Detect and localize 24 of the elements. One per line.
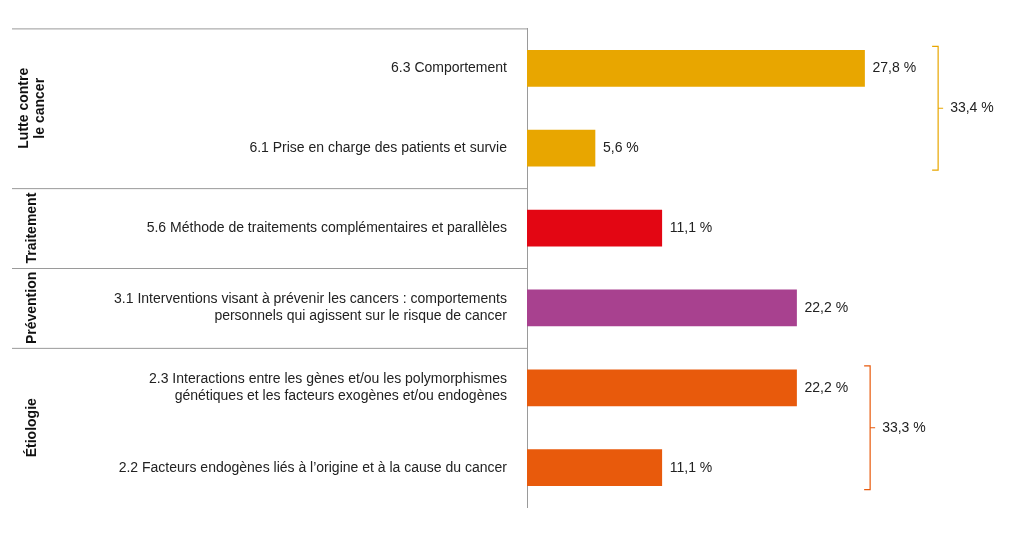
bar	[527, 209, 663, 247]
bar	[527, 129, 596, 167]
text: 33,4 %	[950, 99, 994, 116]
y-tick-label: 6.1 Prise en charge des patients et survie	[249, 139, 508, 156]
y-tick-label: 3.1 Interventions visant à prévenir les cancers : comportements personnels qui agissent sur le risque de cancer	[114, 290, 508, 324]
y-tick-label: 2.3 Interactions entre les gènes et/ou les polymorphismes génétiques et les facteurs exogènes et/ou endogènes	[149, 370, 507, 404]
data-label: 27,8 %	[872, 59, 917, 76]
data-label: 22,2 %	[804, 378, 849, 395]
bar	[527, 449, 663, 486]
bar	[527, 289, 797, 327]
y-tick-label: 2.2 Facteurs endogènes liés à l’origine et à la cause du cancer	[118, 458, 508, 475]
text: Étiologie	[22, 397, 39, 458]
y-tick-label: 5.6 Méthode de traitements complémentaires et parallèles	[146, 218, 507, 235]
data-label: 11,1 %	[669, 218, 713, 235]
bar	[527, 50, 865, 87]
data-label: 5,6 %	[602, 139, 639, 156]
bar	[527, 369, 797, 407]
text: Prévention	[22, 271, 39, 345]
data-label: 11,1 %	[669, 458, 713, 475]
text: 33,3 %	[882, 418, 926, 435]
y-tick-label: 6.3 Comportement	[391, 59, 508, 76]
text: Lutte contre le cancer	[14, 67, 47, 149]
text: Traitement	[22, 192, 39, 264]
data-label: 22,2 %	[804, 298, 849, 315]
